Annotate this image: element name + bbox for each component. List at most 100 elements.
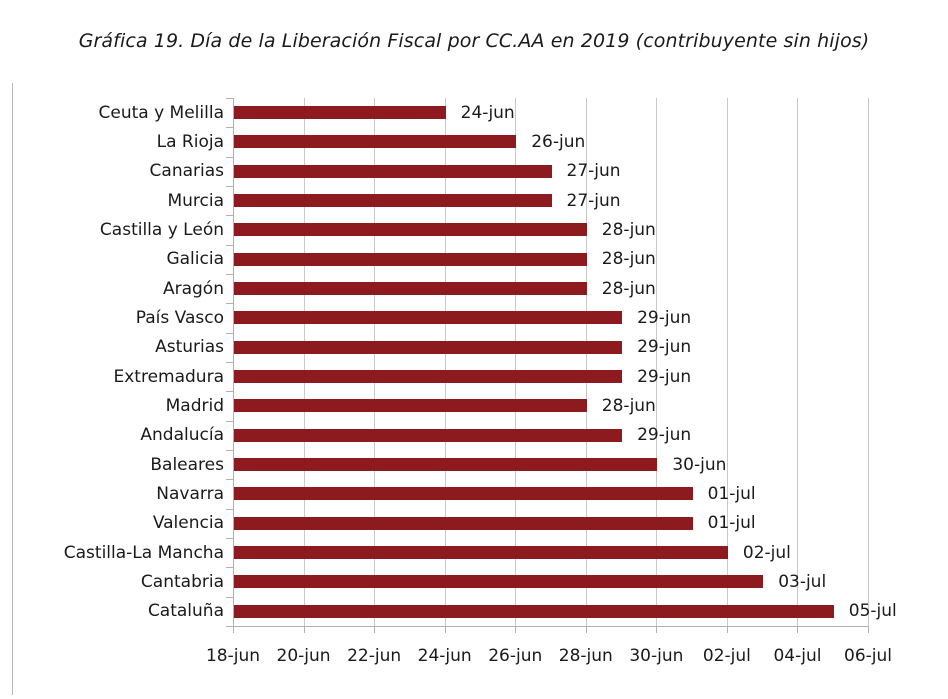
x-tick <box>444 625 446 633</box>
y-tick <box>226 127 233 129</box>
bar <box>234 135 517 149</box>
category-label: La Rioja <box>156 131 224 152</box>
x-tick <box>726 625 728 633</box>
bar-value-label: 30-jun <box>672 454 727 475</box>
x-tick <box>656 625 658 633</box>
category-label: Extremadura <box>113 366 225 387</box>
bar-value-label: 01-jul <box>707 483 756 504</box>
x-tick-label: 30-jun <box>629 646 684 666</box>
gridline <box>868 98 870 626</box>
y-tick <box>226 567 233 569</box>
y-tick <box>226 273 233 275</box>
bar-value-label: 03-jul <box>778 571 827 592</box>
bar-value-label: 28-jun <box>601 219 656 240</box>
x-tick-label: 26-jun <box>488 646 543 666</box>
x-tick-label: 06-jul <box>844 646 893 666</box>
bar-value-label: 28-jun <box>601 395 656 416</box>
y-tick <box>226 156 233 158</box>
category-label: Cantabria <box>140 571 224 592</box>
y-tick <box>226 98 233 99</box>
bar-value-label: 28-jun <box>601 249 656 270</box>
gridline <box>303 98 305 626</box>
y-tick <box>226 185 233 187</box>
x-tick-label: 02-jul <box>702 646 751 666</box>
category-label: Canarias <box>149 161 224 182</box>
bar-value-label: 27-jun <box>566 161 621 182</box>
bar-value-label: 29-jun <box>637 366 692 387</box>
x-tick <box>585 625 587 633</box>
bar <box>234 223 587 237</box>
bar-value-label: 05-jul <box>848 601 897 622</box>
bar-value-label: 01-jul <box>707 513 756 534</box>
y-tick <box>226 332 233 334</box>
x-tick <box>233 625 234 633</box>
x-tick-label: 18-jun <box>205 646 261 666</box>
y-tick <box>226 596 233 598</box>
bar-value-label: 26-jun <box>531 131 586 152</box>
y-tick <box>226 361 233 363</box>
bar <box>234 575 764 589</box>
category-label: Cataluña <box>147 601 224 622</box>
bar <box>234 282 587 296</box>
y-tick <box>226 391 233 393</box>
bar-value-label: 28-jun <box>601 278 656 299</box>
x-tick-label: 24-jun <box>417 646 472 666</box>
y-tick <box>226 625 233 627</box>
gridline <box>656 98 658 626</box>
category-label: Ceuta y Melilla <box>98 102 225 123</box>
category-label: Andalucía <box>140 425 224 446</box>
bar <box>234 604 834 618</box>
y-tick <box>226 215 233 217</box>
x-axis <box>226 625 870 627</box>
bar-value-label: 02-jul <box>742 542 791 563</box>
left-frame-border <box>12 83 13 695</box>
bar <box>234 516 693 530</box>
category-label: Valencia <box>152 513 224 534</box>
y-tick <box>226 449 233 451</box>
bar <box>234 487 693 501</box>
bar <box>234 340 623 354</box>
bar-value-label: 27-jun <box>566 190 621 211</box>
bar <box>234 399 587 413</box>
chart-title: Gráfica 19. Día de la Liberación Fiscal … <box>78 30 870 52</box>
category-label: Castilla y León <box>99 219 224 240</box>
bar <box>234 311 623 325</box>
bar-value-label: 29-jun <box>637 307 692 328</box>
category-label: Navarra <box>156 483 224 504</box>
y-tick <box>226 537 233 539</box>
y-tick <box>226 479 233 481</box>
category-label: Castilla-La Mancha <box>63 542 224 563</box>
gridline <box>585 98 587 626</box>
bar <box>234 164 552 178</box>
x-tick <box>303 625 305 633</box>
category-label: Baleares <box>150 454 224 475</box>
x-tick <box>374 625 376 633</box>
gridline <box>374 98 376 626</box>
category-label: Murcia <box>167 190 224 211</box>
bar <box>234 252 587 266</box>
bar <box>234 370 623 384</box>
gridline <box>797 98 799 626</box>
category-label: Aragón <box>162 278 224 299</box>
y-tick <box>226 508 233 510</box>
x-tick-label: 28-jun <box>558 646 613 666</box>
gridline <box>444 98 446 626</box>
bar-value-label: 29-jun <box>637 425 692 446</box>
category-label: País Vasco <box>135 307 224 328</box>
x-tick-label: 04-jul <box>773 646 822 666</box>
x-tick <box>868 625 870 633</box>
gridline <box>515 98 517 626</box>
bar <box>234 458 658 472</box>
category-label: Asturias <box>155 337 224 358</box>
category-label: Madrid <box>165 395 224 416</box>
y-tick <box>226 244 233 246</box>
bar <box>234 428 623 442</box>
y-tick <box>226 420 233 422</box>
x-tick <box>515 625 517 633</box>
y-axis <box>233 98 234 627</box>
bar-value-label: 24-jun <box>460 102 515 123</box>
x-tick-label: 20-jun <box>276 646 331 666</box>
category-label: Galicia <box>166 249 224 270</box>
x-tick <box>797 625 799 633</box>
